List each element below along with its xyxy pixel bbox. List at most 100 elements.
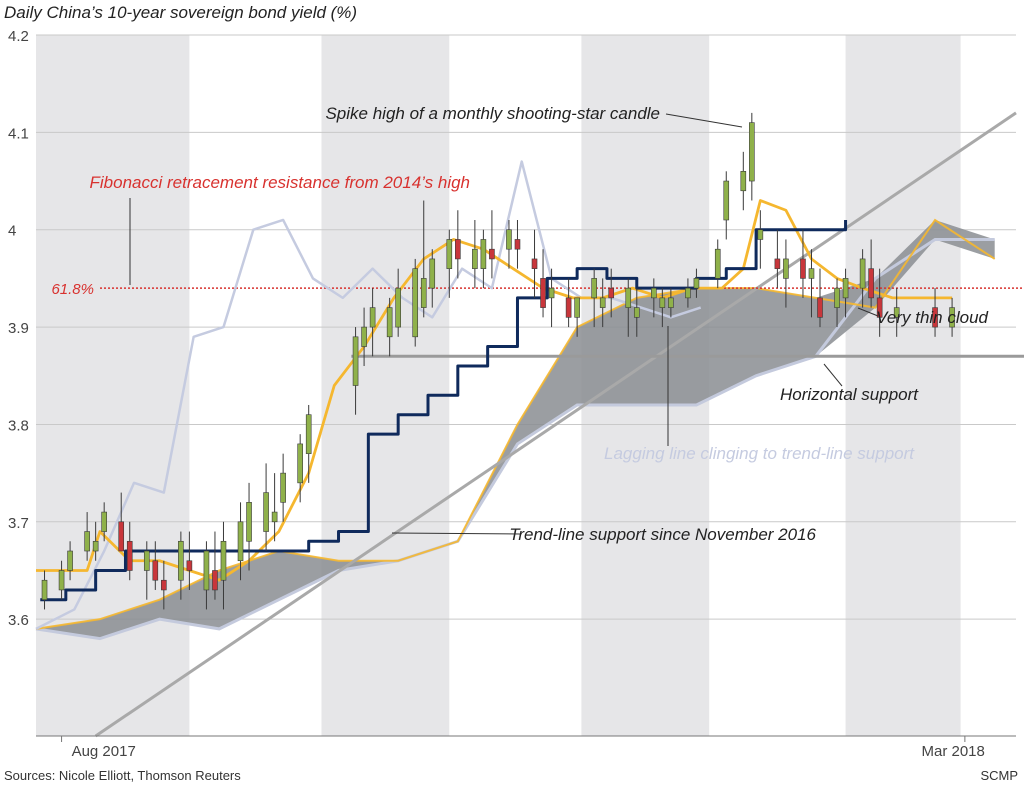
gridlines	[36, 34, 1016, 620]
candle-body	[480, 239, 487, 269]
candle-body	[280, 472, 286, 503]
candle-body	[599, 297, 606, 308]
candle-body	[531, 258, 538, 269]
annotations: 61.8% Spike high of a monthly shooting-st…	[51, 104, 988, 544]
candle-body	[92, 540, 99, 552]
candle-body	[237, 521, 244, 562]
candle-body	[361, 326, 367, 347]
candle-body	[369, 307, 376, 328]
annotation-spike-high: Spike high of a monthly shooting-star ca…	[325, 104, 660, 123]
annotation-fibonacci: Fibonacci retracement resistance from 20…	[90, 173, 470, 192]
annotation-horizontal-support-leader	[823, 363, 843, 387]
y-tick-label: 3.7	[8, 515, 29, 532]
candle-body	[608, 287, 615, 299]
candle-body	[800, 258, 806, 279]
y-tick-label: 4	[8, 223, 16, 240]
candle-body	[506, 229, 512, 250]
candle-body	[548, 287, 555, 299]
candle-body	[429, 258, 436, 289]
candle-body	[271, 511, 278, 523]
candle-body	[161, 579, 167, 591]
base-line	[40, 219, 848, 602]
chart-title: Daily China’s 10-year sovereign bond yie…	[4, 3, 358, 22]
annotation-trend-line: Trend-line support since November 2016	[509, 525, 816, 544]
candle-body	[740, 171, 747, 192]
trend-line	[94, 111, 1017, 738]
candle-body	[58, 570, 65, 591]
fibonacci-level-label: 61.8%	[51, 281, 94, 298]
candle-body	[84, 531, 90, 552]
candle-body	[101, 511, 107, 532]
candle-body	[783, 258, 789, 279]
candle-body	[757, 229, 764, 240]
candle-body	[152, 560, 159, 581]
y-tick-label: 4.2	[8, 28, 29, 45]
candle-body	[126, 540, 133, 571]
y-tick-label: 4.1	[8, 125, 29, 142]
candle-body	[685, 287, 691, 299]
candle-body	[949, 307, 955, 328]
candle-body	[932, 307, 938, 328]
y-tick-label: 3.8	[8, 417, 29, 434]
y-tick-label: 3.9	[8, 320, 29, 337]
y-tick-label: 3.6	[8, 612, 29, 629]
candle-body	[876, 297, 883, 318]
candle-body	[395, 287, 401, 328]
candle-body	[305, 414, 312, 454]
candle-body	[446, 239, 453, 269]
candle-body	[212, 570, 218, 591]
candle-body	[749, 122, 755, 182]
candlesticks	[41, 112, 955, 610]
annotation-trend-line-leader	[391, 532, 521, 535]
annotation-thin-cloud: Very thin cloud	[876, 308, 988, 327]
candle-body	[455, 239, 461, 260]
annotation-horizontal-support: Horizontal support	[780, 385, 919, 404]
candle-body	[633, 307, 640, 318]
candle-body	[625, 287, 632, 308]
candle-body	[834, 287, 840, 308]
month-band	[321, 35, 450, 736]
candle-body	[263, 492, 269, 532]
candle-body	[540, 278, 546, 308]
candle-body	[868, 268, 874, 299]
candle-body	[412, 268, 419, 338]
candle-body	[472, 248, 478, 269]
cloud-span-b-line	[35, 237, 995, 641]
candle-body	[420, 278, 427, 308]
candle-body	[67, 550, 73, 571]
candle-body	[203, 550, 210, 591]
sources-note: Sources: Nicole Elliott, Thomson Reuters	[4, 768, 241, 783]
candle-body	[41, 579, 48, 600]
candle-body	[668, 297, 674, 308]
candle-body	[220, 540, 227, 581]
candle-body	[714, 248, 721, 279]
candle-body	[859, 258, 866, 289]
candle-body	[659, 297, 666, 308]
x-tick-label: Aug 2017	[72, 743, 136, 760]
candle-body	[297, 443, 303, 484]
candle-body	[514, 239, 521, 250]
candle-body	[143, 550, 150, 571]
candle-body	[178, 540, 184, 581]
candle-body	[574, 297, 580, 318]
candle-body	[808, 268, 815, 279]
candle-body	[591, 278, 597, 299]
candle-body	[118, 521, 125, 552]
candle-body	[386, 307, 393, 338]
candle-body	[842, 278, 849, 299]
credit-label: SCMP	[980, 768, 1018, 783]
annotation-lagging-line: Lagging line clinging to trend-line supp…	[604, 444, 915, 463]
annotation-spike-high-leader	[665, 113, 743, 128]
candle-body	[893, 307, 900, 318]
axes: 3.6 3.7 3.8 3.9 4 4.1 4.2 Aug 2017 Mar 2018	[8, 28, 1016, 760]
candle-body	[651, 287, 657, 299]
candle-body	[693, 278, 700, 289]
candle-body	[246, 502, 252, 542]
candle-body	[186, 560, 193, 571]
candle-body	[352, 336, 359, 386]
candle-body	[723, 180, 730, 221]
candle-body	[489, 248, 495, 260]
candle-body	[565, 297, 572, 318]
candle-body	[774, 258, 781, 269]
